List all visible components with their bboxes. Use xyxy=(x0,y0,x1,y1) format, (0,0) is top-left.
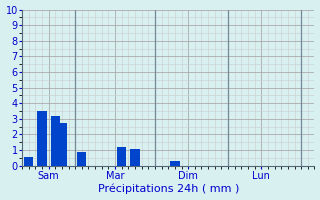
Bar xyxy=(77,152,86,166)
Bar xyxy=(37,111,47,166)
Bar xyxy=(170,161,180,166)
X-axis label: Précipitations 24h ( mm ): Précipitations 24h ( mm ) xyxy=(98,184,239,194)
Bar xyxy=(57,123,67,166)
Bar xyxy=(24,157,33,166)
Bar xyxy=(117,147,126,166)
Bar xyxy=(130,149,140,166)
Bar xyxy=(51,116,60,166)
